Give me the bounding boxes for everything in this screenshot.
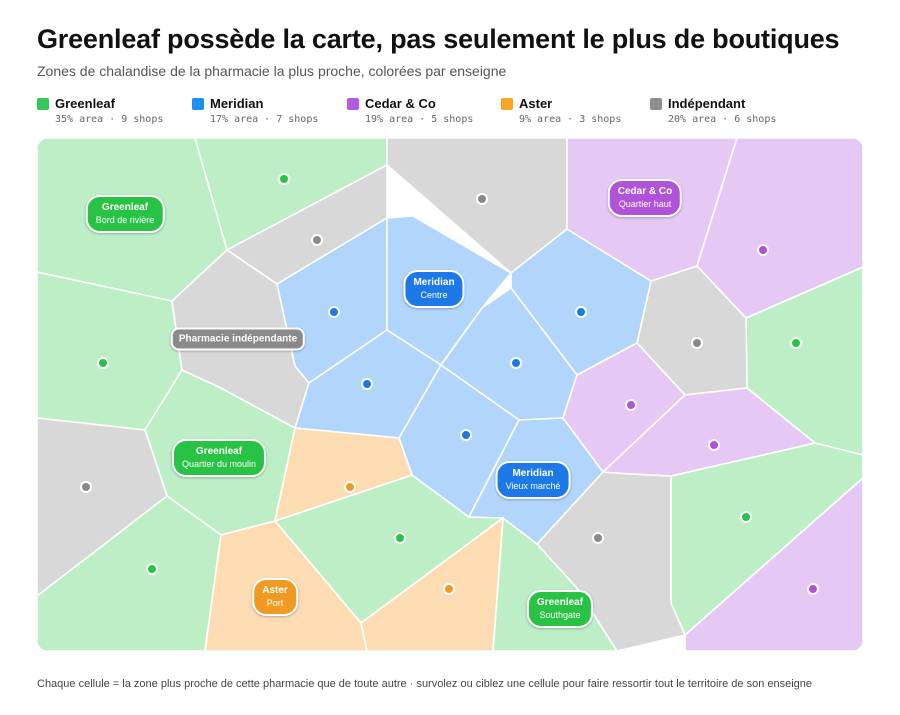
map-label-area: Port: [266, 598, 284, 608]
legend-stats: 35% area · 9 shops: [55, 114, 164, 125]
shop-marker[interactable]: [476, 193, 488, 205]
shop-marker[interactable]: [278, 173, 290, 185]
legend-swatch-cedar: [347, 98, 359, 110]
legend-swatch-independant: [650, 98, 662, 110]
shop-marker[interactable]: [740, 511, 752, 523]
shop-marker[interactable]: [625, 399, 637, 411]
legend-name: Meridian: [210, 96, 264, 111]
map-label-meridian-centre[interactable]: Meridian Centre: [403, 270, 465, 308]
cell-aster-nord[interactable]: [273, 427, 414, 523]
cell-aster-sud[interactable]: [360, 516, 504, 651]
map-label-area: Centre: [420, 290, 448, 300]
voronoi-map: Greenleaf Bord de rivière Cedar & Co Qua…: [37, 138, 863, 651]
map-label-brand: Cedar & Co: [617, 186, 673, 197]
legend-stats: 9% area · 3 shops: [519, 114, 622, 125]
map-label-meridian-vieux-marche[interactable]: Meridian Vieux marché: [495, 461, 571, 499]
legend-stats: 19% area · 5 shops: [365, 114, 474, 125]
map-label-aster-port[interactable]: Aster Port: [252, 578, 298, 616]
shop-marker[interactable]: [510, 357, 522, 369]
shop-marker[interactable]: [97, 357, 109, 369]
map-label-area: Southgate: [539, 610, 581, 620]
legend-swatch-meridian: [192, 98, 204, 110]
map-label-greenleaf-bord-de-riviere[interactable]: Greenleaf Bord de rivière: [85, 195, 165, 233]
cells: [37, 138, 863, 651]
shop-marker[interactable]: [361, 378, 373, 390]
map-label-brand: Meridian: [512, 468, 554, 479]
shop-marker[interactable]: [311, 234, 323, 246]
legend-swatch-aster: [501, 98, 513, 110]
map-label-area: Quartier haut: [618, 199, 672, 209]
legend-stats: 17% area · 7 shops: [210, 114, 319, 125]
shop-marker[interactable]: [394, 532, 406, 544]
shop-marker[interactable]: [575, 306, 587, 318]
map-label-area: Bord de rivière: [95, 215, 155, 225]
shop-marker[interactable]: [460, 429, 472, 441]
shop-marker[interactable]: [708, 439, 720, 451]
shop-marker[interactable]: [790, 337, 802, 349]
map-label-area: Vieux marché: [505, 481, 561, 491]
legend-stats: 20% area · 6 shops: [668, 114, 777, 125]
map-label-brand: Aster: [262, 585, 288, 596]
legend-name: Greenleaf: [55, 96, 115, 111]
shop-marker[interactable]: [146, 563, 158, 575]
legend-name: Cedar & Co: [365, 96, 436, 111]
map-label-brand: Greenleaf: [536, 597, 584, 608]
legend-name: Indépendant: [668, 96, 746, 111]
shop-marker[interactable]: [807, 583, 819, 595]
shop-marker[interactable]: [757, 244, 769, 256]
shop-marker[interactable]: [328, 306, 340, 318]
shop-markers: [80, 173, 819, 595]
shop-marker[interactable]: [80, 481, 92, 493]
footnote: Chaque cellule = la zone plus proche de …: [37, 678, 813, 690]
legend-swatch-greenleaf: [37, 98, 49, 110]
map-label-brand: Greenleaf: [101, 202, 149, 213]
map-label-brand: Pharmacie indépendante: [178, 333, 298, 345]
map-label-pharmacie-independante[interactable]: Pharmacie indépendante: [170, 327, 306, 351]
cell-cedar-sud-est[interactable]: [684, 476, 863, 651]
legend-name: Aster: [519, 96, 553, 111]
shop-marker[interactable]: [691, 337, 703, 349]
shop-marker[interactable]: [443, 583, 455, 595]
cell-cedar-nord-est[interactable]: [696, 138, 863, 319]
shop-marker[interactable]: [592, 532, 604, 544]
cell-cedar-centre-est[interactable]: [601, 387, 817, 477]
shop-marker[interactable]: [344, 481, 356, 493]
legend: Greenleaf 35% area · 9 shops Meridian 17…: [37, 96, 867, 130]
map-label-greenleaf-southgate[interactable]: Greenleaf Southgate: [526, 590, 594, 628]
voronoi-svg: [37, 138, 863, 651]
map-label-brand: Greenleaf: [195, 446, 243, 457]
map-label-greenleaf-quartier-du-moulin[interactable]: Greenleaf Quartier du moulin: [171, 439, 267, 477]
map-label-cedar-quartier-haut[interactable]: Cedar & Co Quartier haut: [607, 179, 683, 217]
cell-independant-ouest[interactable]: [37, 417, 168, 598]
page-title: Greenleaf possède la carte, pas seulemen…: [37, 24, 840, 54]
map-label-brand: Meridian: [413, 277, 455, 288]
map-label-area: Quartier du moulin: [181, 459, 257, 469]
page-subtitle: Zones de chalandise de la pharmacie la p…: [37, 63, 507, 79]
